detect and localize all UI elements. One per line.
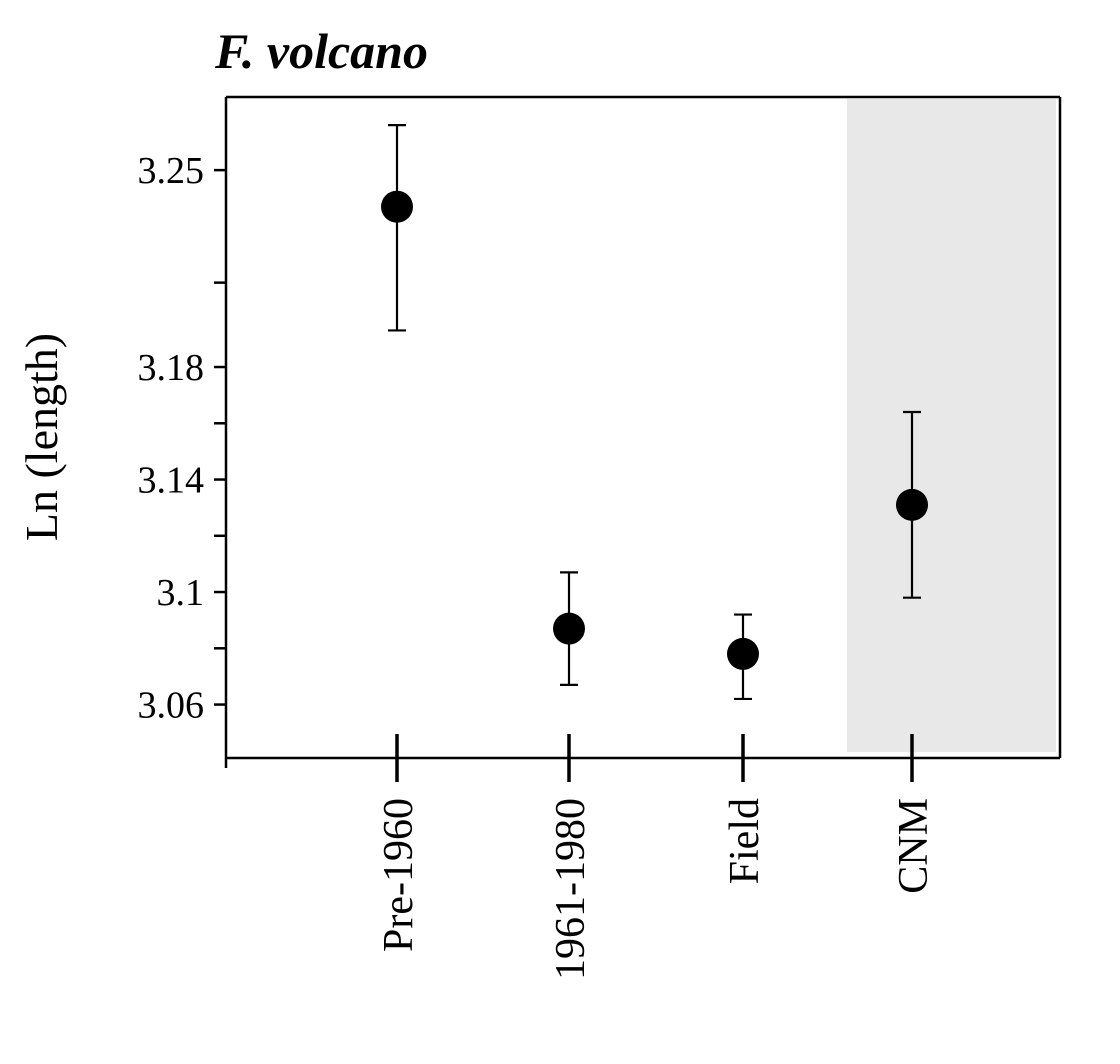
data-point [381, 190, 413, 223]
y-tick-label: 3.18 [138, 347, 205, 389]
x-tick-label: Field [722, 798, 768, 884]
y-axis-label: Ln (length) [16, 333, 67, 541]
chart-title: F. volcano [214, 23, 428, 79]
y-tick-label: 3.06 [138, 685, 205, 727]
y-tick-label: 3.14 [138, 460, 205, 502]
x-tick-label: Pre-1960 [376, 798, 422, 952]
data-point [553, 612, 585, 645]
x-tick-label: CNM [891, 798, 937, 894]
axes: 3.06 3.1 3.14 3.18 3.25 Pre-1960 1961-1980 Fiel… [138, 95, 1062, 980]
highlight-region [847, 99, 1056, 752]
data-marks [381, 124, 928, 701]
data-point [896, 488, 928, 521]
data-point [727, 637, 759, 670]
highlight-layer [847, 99, 1056, 752]
y-tick-label: 3.1 [157, 572, 205, 614]
y-tick-label: 3.25 [138, 150, 205, 192]
x-tick-label: 1961-1980 [548, 798, 594, 980]
